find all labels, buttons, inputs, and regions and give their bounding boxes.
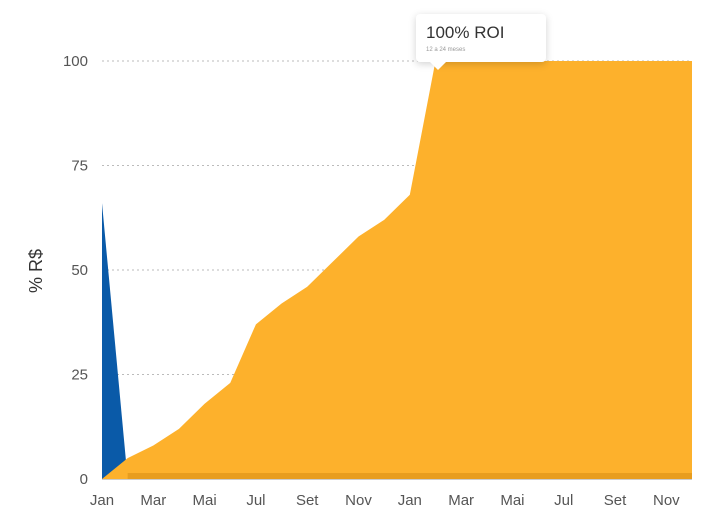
x-tick-label: Mar	[448, 492, 474, 509]
x-tick-label: Jul	[554, 492, 573, 509]
y-tick-label: 75	[71, 158, 88, 175]
y-axis: 0 25 50 75 100	[63, 53, 88, 488]
roi-tooltip: 100% ROI 12 a 24 meses	[416, 14, 546, 70]
x-tick-label: Mai	[500, 492, 524, 509]
x-tick-label: Jan	[90, 492, 114, 509]
x-tick-label: Set	[604, 492, 627, 509]
area-baseline	[127, 473, 693, 479]
x-tick-label: Jul	[246, 492, 265, 509]
x-tick-label: Mai	[193, 492, 217, 509]
plot-area	[102, 61, 693, 479]
series-area-0	[102, 203, 128, 479]
y-tick-label: 50	[71, 262, 88, 279]
y-axis-title: % R$	[26, 249, 46, 293]
y-tick-label: 0	[80, 471, 88, 488]
y-tick-label: 100	[63, 53, 88, 70]
x-tick-label: Nov	[653, 492, 680, 509]
tooltip-subtitle: 12 a 24 meses	[426, 47, 466, 53]
y-tick-label: 25	[71, 367, 88, 384]
series-area-1	[102, 61, 692, 479]
x-tick-label: Jan	[398, 492, 422, 509]
x-tick-label: Set	[296, 492, 319, 509]
x-axis: Jan Mar Mai Jul Set Nov Jan Mar Mai Jul Set Nov	[90, 492, 680, 509]
tooltip-title: 100% ROI	[426, 23, 505, 42]
x-tick-label: Nov	[345, 492, 372, 509]
x-tick-label: Mar	[140, 492, 166, 509]
